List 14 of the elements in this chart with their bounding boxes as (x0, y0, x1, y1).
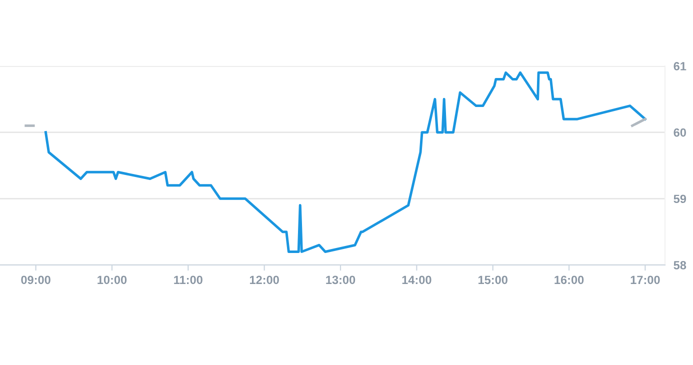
y-tick-label: 60 (674, 128, 686, 137)
x-tick-label: 10:00 (98, 276, 127, 284)
x-tick-label: 11:00 (174, 276, 202, 284)
x-tick-label: 12:00 (250, 276, 279, 284)
y-tick-label: 59 (674, 194, 686, 204)
x-tick-label: 17:00 (630, 276, 660, 284)
line-series (44, 71, 646, 253)
x-tick-label: 16:00 (554, 276, 584, 284)
y-tick-label: 61 (674, 62, 686, 70)
x-tick-label: 15:00 (478, 276, 508, 284)
x-tick-label: 09:00 (21, 276, 50, 284)
x-tick-label: 13:00 (326, 276, 356, 284)
x-tick-label: 14:00 (402, 276, 432, 284)
y-tick-label: 58 (674, 261, 686, 270)
